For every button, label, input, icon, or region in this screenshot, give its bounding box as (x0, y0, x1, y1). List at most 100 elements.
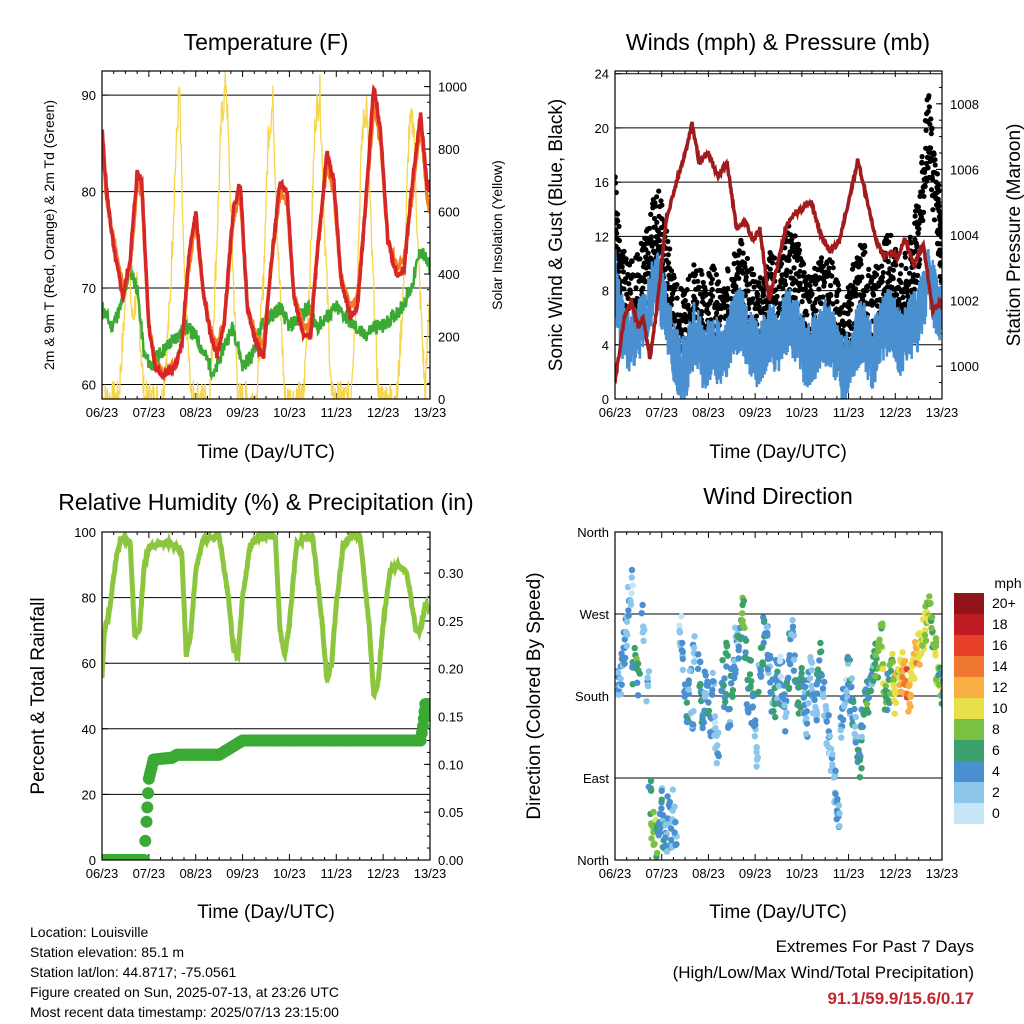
direction-point (887, 667, 895, 675)
gust-point (835, 282, 841, 288)
gust-point (725, 285, 731, 292)
gust-point (927, 121, 933, 127)
direction-point (623, 642, 630, 649)
x-tick-label: 06/23 (86, 405, 119, 420)
y-axis-label: Percent & Total Rainfall (28, 597, 49, 794)
colorbar-label: 10 (992, 700, 1008, 716)
y2-tick-label: 0.15 (438, 710, 463, 725)
direction-point (927, 600, 934, 607)
direction-point (805, 700, 812, 707)
gust-point (834, 299, 840, 305)
direction-point (697, 680, 704, 688)
gust-point (920, 209, 927, 215)
gust-point (886, 239, 892, 245)
direction-point (802, 683, 809, 691)
direction-point (782, 713, 789, 720)
gust-point (893, 262, 899, 268)
x-axis-label: Time (Day/UTC) (197, 442, 335, 463)
gust-point (792, 295, 798, 301)
direction-point (627, 601, 635, 608)
gust-point (911, 286, 918, 292)
direction-point (689, 721, 697, 728)
direction-point (798, 670, 805, 677)
direction-point (691, 633, 698, 640)
direction-point (889, 658, 896, 665)
gust-point (767, 266, 773, 272)
direction-point (850, 698, 857, 706)
figure-created: Figure created on Sun, 2025-07-13, at 23… (30, 984, 339, 1000)
direction-point (678, 613, 685, 620)
y-axis-label: 2m & 9m T (Red, Orange) & 2m Td (Green) (41, 100, 57, 370)
direction-point (618, 650, 625, 657)
direction-point (885, 697, 892, 704)
gust-point (853, 286, 859, 292)
direction-point (877, 621, 885, 628)
gust-point (654, 194, 660, 200)
direction-point (852, 713, 859, 721)
x-tick-label: 06/23 (599, 866, 632, 881)
direction-point (735, 655, 742, 662)
gust-point (830, 265, 836, 271)
gust-point (818, 300, 824, 307)
gust-point (656, 238, 663, 244)
y-tick-label: 70 (82, 281, 96, 296)
direction-point (817, 649, 824, 656)
direction-point (622, 628, 630, 636)
gust-point (807, 283, 813, 289)
gust-point (919, 159, 925, 165)
y2-tick-label: 0.00 (438, 853, 463, 868)
precip-point (141, 801, 154, 814)
direction-point (623, 618, 631, 625)
y-tick-label: 4 (602, 338, 609, 353)
direction-point (718, 687, 725, 694)
chart-wind_direction: Wind Direction Time (Day/UTC) Direction (C… (524, 483, 1022, 923)
direction-point (760, 614, 767, 621)
gust-point (623, 256, 629, 262)
direction-point (732, 624, 739, 631)
gust-point (920, 188, 926, 195)
colorbar-label: 4 (992, 763, 1000, 779)
direction-point (701, 668, 708, 675)
x-axis-label: Time (Day/UTC) (709, 902, 847, 923)
direction-point (863, 700, 871, 708)
gust-point (773, 298, 779, 304)
direction-point (760, 639, 767, 647)
colorbar-label: 12 (992, 679, 1008, 695)
gust-point (634, 252, 641, 258)
gust-point (776, 305, 782, 311)
y-tick-label: 60 (82, 656, 96, 671)
gust-point (938, 229, 942, 235)
gust-point (871, 292, 877, 298)
gust-point (914, 243, 920, 250)
direction-point (671, 829, 678, 836)
direction-point (751, 733, 758, 740)
gust-point (753, 313, 760, 319)
gust-point (756, 280, 762, 286)
gust-point (916, 226, 922, 232)
gust-point (915, 272, 921, 279)
gust-point (744, 255, 751, 262)
gust-point (915, 230, 921, 236)
direction-point (826, 732, 833, 740)
gust-point (739, 241, 745, 247)
direction-point (819, 685, 827, 692)
gust-point (651, 215, 658, 222)
direction-point (729, 687, 737, 694)
gust-point (797, 280, 803, 286)
x-tick-label: 12/23 (879, 866, 912, 881)
y-tick-label: 90 (82, 88, 96, 103)
direction-point (615, 669, 622, 676)
direction-point (719, 657, 726, 664)
y2-tick-label: 1002 (950, 294, 979, 309)
colorbar-swatch (954, 656, 984, 677)
direction-point (662, 834, 669, 841)
gust-point (913, 208, 919, 214)
direction-point (865, 694, 872, 701)
gust-point (713, 272, 720, 278)
gust-point (678, 330, 684, 336)
direction-point (789, 623, 797, 630)
direction-point (713, 760, 720, 767)
gust-point (750, 296, 756, 302)
direction-point (847, 684, 855, 691)
direction-point (723, 643, 730, 650)
